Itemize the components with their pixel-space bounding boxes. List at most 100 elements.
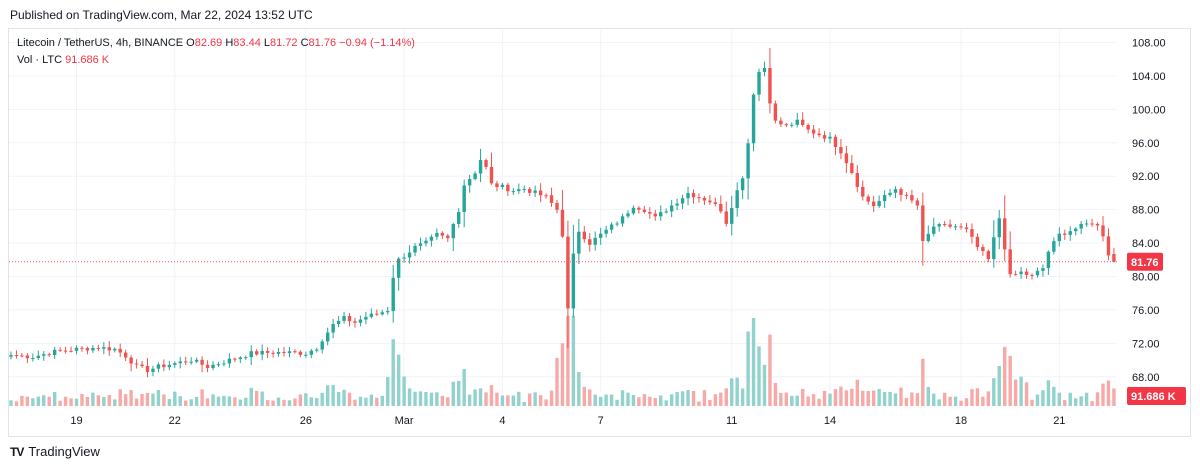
candle [888, 188, 892, 198]
volume-bar [495, 392, 499, 406]
low-label: L [263, 37, 270, 49]
volume-bar [1095, 392, 1100, 406]
volume-bar [402, 376, 406, 406]
volume-bar [102, 396, 106, 406]
volume-bar [953, 396, 958, 406]
volume-bar [855, 379, 859, 406]
volume-bar [517, 391, 521, 406]
candle [664, 208, 668, 214]
volume-bar [342, 389, 346, 406]
volume-bar [25, 396, 30, 406]
volume-bar [1046, 380, 1051, 406]
volume-bar [850, 388, 854, 406]
candle [364, 311, 368, 325]
volume-bar [997, 365, 1001, 406]
candle [178, 356, 182, 369]
volume-bar [413, 391, 417, 406]
last-price-tag-label: 81.76 [1131, 257, 1159, 269]
volume-bar [921, 358, 925, 406]
volume-bar [1041, 390, 1045, 406]
volume-bar [642, 394, 647, 406]
volume-bar [96, 395, 101, 406]
candle [997, 210, 1001, 250]
volume-bar [899, 387, 903, 406]
candle [833, 134, 838, 156]
candle [533, 185, 537, 197]
volume-bar [216, 396, 221, 406]
candlestick-chart[interactable]: 108.00 104.00 100.00 96.00 92.00 88.00 84.00 80… [0, 0, 1200, 440]
candle [549, 187, 554, 207]
candle [265, 347, 270, 359]
volume-bar [1106, 380, 1111, 406]
volume-bar [14, 401, 19, 406]
close-label: C [300, 37, 309, 49]
volume-bar [735, 377, 739, 406]
candle [31, 353, 35, 362]
volume-bar [129, 390, 133, 406]
volume-bar [369, 394, 374, 406]
volume-bar [1003, 346, 1007, 406]
volume-bar [1035, 394, 1040, 406]
volume-bar [331, 385, 335, 406]
candle [790, 122, 794, 128]
volume-bar [768, 334, 772, 406]
volume-label[interactable]: Vol · LTC [17, 54, 63, 66]
volume-bar [588, 389, 592, 406]
volume-bar [451, 381, 455, 406]
candle [642, 205, 647, 214]
candle [1084, 219, 1089, 227]
y-tick-label: 88.00 [1132, 205, 1160, 217]
volume-bar [746, 331, 750, 406]
candle [162, 359, 166, 372]
candle [435, 228, 439, 240]
x-tick-label: 11 [726, 415, 737, 427]
candle [380, 309, 384, 316]
candle [58, 347, 62, 352]
x-tick-label: 19 [70, 415, 82, 427]
time-axis[interactable]: 19 22 26 Mar 4 7 11 14 18 21 [70, 415, 1065, 427]
symbol-label[interactable]: Litecoin / TetherUS, 4h, BINANCE [17, 37, 184, 49]
candle [598, 227, 603, 245]
candle [746, 138, 750, 200]
volume-bar [249, 387, 253, 406]
price-axis[interactable]: 108.00 104.00 100.00 96.00 92.00 88.00 84.00 80… [1132, 38, 1166, 384]
volume-bar [74, 398, 79, 406]
volume-bar [959, 400, 963, 406]
volume-bar [484, 392, 488, 406]
x-tick-label: 21 [1053, 415, 1065, 427]
candle [511, 187, 516, 195]
volume-bar [489, 385, 494, 406]
candle [713, 197, 718, 207]
volume-bar [298, 394, 303, 406]
y-tick-label: 76.00 [1132, 305, 1160, 317]
volume-bar [839, 386, 843, 406]
candle [255, 349, 259, 356]
volume-bar [986, 391, 991, 406]
volume-bar [713, 394, 718, 406]
y-tick-label: 72.00 [1132, 338, 1160, 350]
volume-bar [708, 399, 712, 406]
volume-bar [276, 397, 281, 406]
candle [495, 180, 499, 192]
candle [932, 217, 936, 237]
volume-bar [719, 392, 723, 406]
volume-bar [751, 318, 756, 406]
candle [1101, 216, 1105, 242]
candle [555, 199, 559, 214]
candle [467, 174, 472, 193]
tradingview-brand[interactable]: TV TradingView [10, 444, 100, 459]
volume-bar [1057, 392, 1062, 406]
candle [391, 264, 395, 323]
volume-bar [320, 392, 324, 406]
volume-bar [358, 396, 363, 406]
candle [36, 350, 40, 361]
open-label: O [186, 37, 195, 49]
volume-row: Vol · LTC 91.686 K [17, 52, 415, 69]
candle [544, 193, 548, 199]
candle [631, 205, 636, 216]
volume-bar [189, 399, 193, 406]
volume-bar [396, 354, 401, 406]
candle [293, 349, 297, 354]
volume-bar [205, 398, 210, 406]
volume-bar [506, 395, 510, 406]
